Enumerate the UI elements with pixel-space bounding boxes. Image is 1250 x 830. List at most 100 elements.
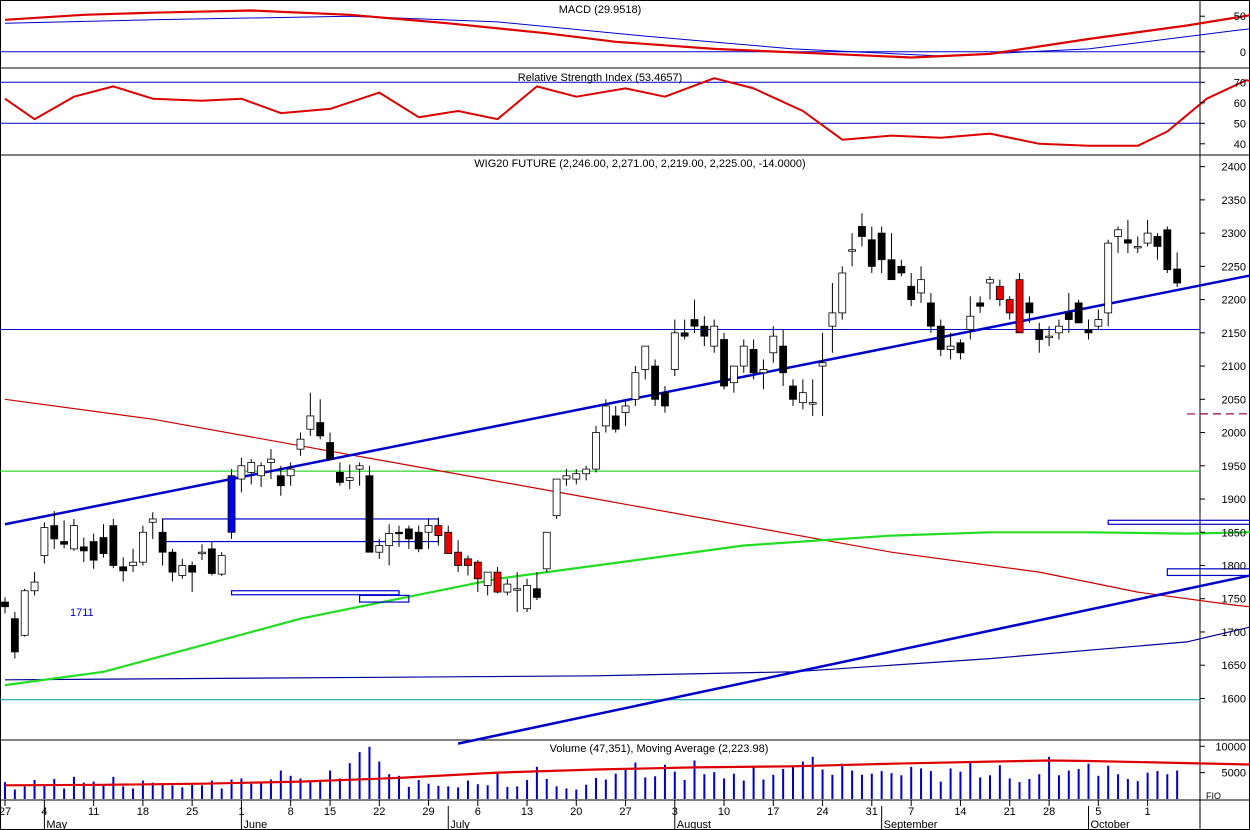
price-y-tick-label: 2250	[1222, 261, 1246, 273]
candle-body	[1035, 329, 1044, 340]
rsi-title: Relative Strength Index (53.4657)	[518, 72, 683, 84]
x-tick-label: 17	[767, 806, 779, 818]
candle-body	[326, 442, 334, 460]
candle-body	[700, 325, 709, 337]
candle-body	[79, 546, 88, 552]
x-tick-label: 6	[475, 806, 481, 818]
gap-rectangle	[1166, 568, 1250, 577]
month-label: October	[1091, 819, 1130, 830]
price-y-tick-label: 2100	[1222, 361, 1246, 373]
macd-y-tick-label: 50	[1234, 11, 1246, 23]
x-tick-label: 22	[373, 806, 385, 818]
x-tick-label: 18	[137, 806, 149, 818]
x-tick-label: 10	[718, 806, 730, 818]
candle-body	[749, 349, 758, 374]
x-tick-label: 8	[288, 806, 294, 818]
x-tick-label: 27	[619, 806, 631, 818]
candle-body	[848, 249, 856, 252]
price-y-tick-label: 2050	[1222, 394, 1246, 406]
volume-y-tick-label: 5000	[1222, 768, 1246, 780]
candle-body	[858, 226, 866, 237]
candle-body	[178, 565, 187, 576]
month-label: July	[450, 819, 470, 830]
volume-title: Volume (47,351), Moving Average (2,223.9…	[550, 743, 769, 755]
candle-body	[99, 537, 108, 554]
candle-body	[542, 531, 551, 570]
candle-body	[710, 325, 719, 347]
candle-body	[138, 531, 147, 563]
candle-body	[798, 392, 807, 404]
candle-body	[306, 415, 315, 430]
candle-body	[444, 531, 453, 554]
gap-rectangle	[230, 590, 400, 596]
candle-body	[464, 558, 472, 566]
candle-body	[267, 458, 275, 463]
gap-rectangle	[1107, 519, 1250, 525]
x-tick-label: 7	[908, 806, 914, 818]
candle-body	[779, 345, 788, 374]
candle-body	[759, 368, 768, 374]
candle-body	[89, 541, 98, 561]
candle-body	[828, 312, 837, 327]
candle-body	[227, 475, 236, 533]
candle-body	[247, 462, 256, 473]
rsi-y-tick-label: 60	[1234, 98, 1246, 110]
x-tick-label: 31	[866, 806, 878, 818]
candle-body	[513, 588, 522, 591]
rsi-panel: 40 50 60 70	[0, 77, 1250, 151]
macd-signal-line	[4, 15, 1250, 57]
trend-line	[457, 574, 1250, 745]
candle-body	[907, 285, 916, 300]
candle-body	[1153, 236, 1162, 247]
rsi-line	[4, 77, 1250, 147]
candle-body	[562, 475, 571, 480]
candle-body	[995, 285, 1004, 300]
macd-title: MACD (29.9518)	[559, 4, 642, 16]
x-tick-label: 24	[816, 806, 828, 818]
candle-body	[1, 601, 9, 608]
candle-body	[1133, 246, 1142, 249]
candle-body	[572, 473, 581, 480]
x-tick-label: 5	[1095, 806, 1101, 818]
candle-body	[10, 618, 19, 653]
candle-body	[483, 571, 492, 586]
candle-body	[1074, 302, 1083, 324]
price-y-tick-label: 1900	[1222, 494, 1246, 506]
candle-body	[434, 525, 443, 536]
candle-body	[1025, 302, 1034, 314]
candle-body	[395, 531, 403, 535]
candle-body	[730, 365, 738, 384]
x-tick-label: 29	[422, 806, 434, 818]
candle-body	[867, 239, 876, 267]
candle-body	[168, 551, 177, 573]
rsi-y-tick-label: 70	[1234, 77, 1246, 89]
candle-body	[276, 475, 285, 487]
candle-body	[552, 478, 561, 517]
candle-body	[1143, 232, 1152, 244]
candle-body	[473, 561, 482, 580]
price-y-tick-label: 2300	[1222, 228, 1246, 240]
candle-body	[129, 561, 137, 566]
candle-body	[1045, 335, 1053, 339]
candle-body	[670, 332, 679, 370]
macd-y-tick-label: 0	[1240, 47, 1246, 59]
month-label: May	[46, 819, 67, 830]
candle-body	[533, 588, 541, 598]
candle-body	[50, 525, 59, 540]
candle-body	[1084, 329, 1093, 334]
candle-body	[1173, 268, 1182, 284]
candle-body	[404, 528, 413, 540]
candle-body	[1005, 299, 1014, 314]
candle-body	[946, 345, 955, 350]
x-tick-label: 21	[1004, 806, 1016, 818]
candle-body	[720, 339, 728, 387]
candle-body	[789, 385, 797, 400]
x-tick-label: 25	[186, 806, 198, 818]
candle-body	[838, 272, 847, 314]
candle-body	[917, 279, 925, 294]
price-panel: 1600 1650 1700 1750 1800 1850 1900 1950 2000 2050…	[0, 162, 1250, 745]
candle-body	[158, 531, 167, 553]
candle-body	[641, 345, 650, 370]
